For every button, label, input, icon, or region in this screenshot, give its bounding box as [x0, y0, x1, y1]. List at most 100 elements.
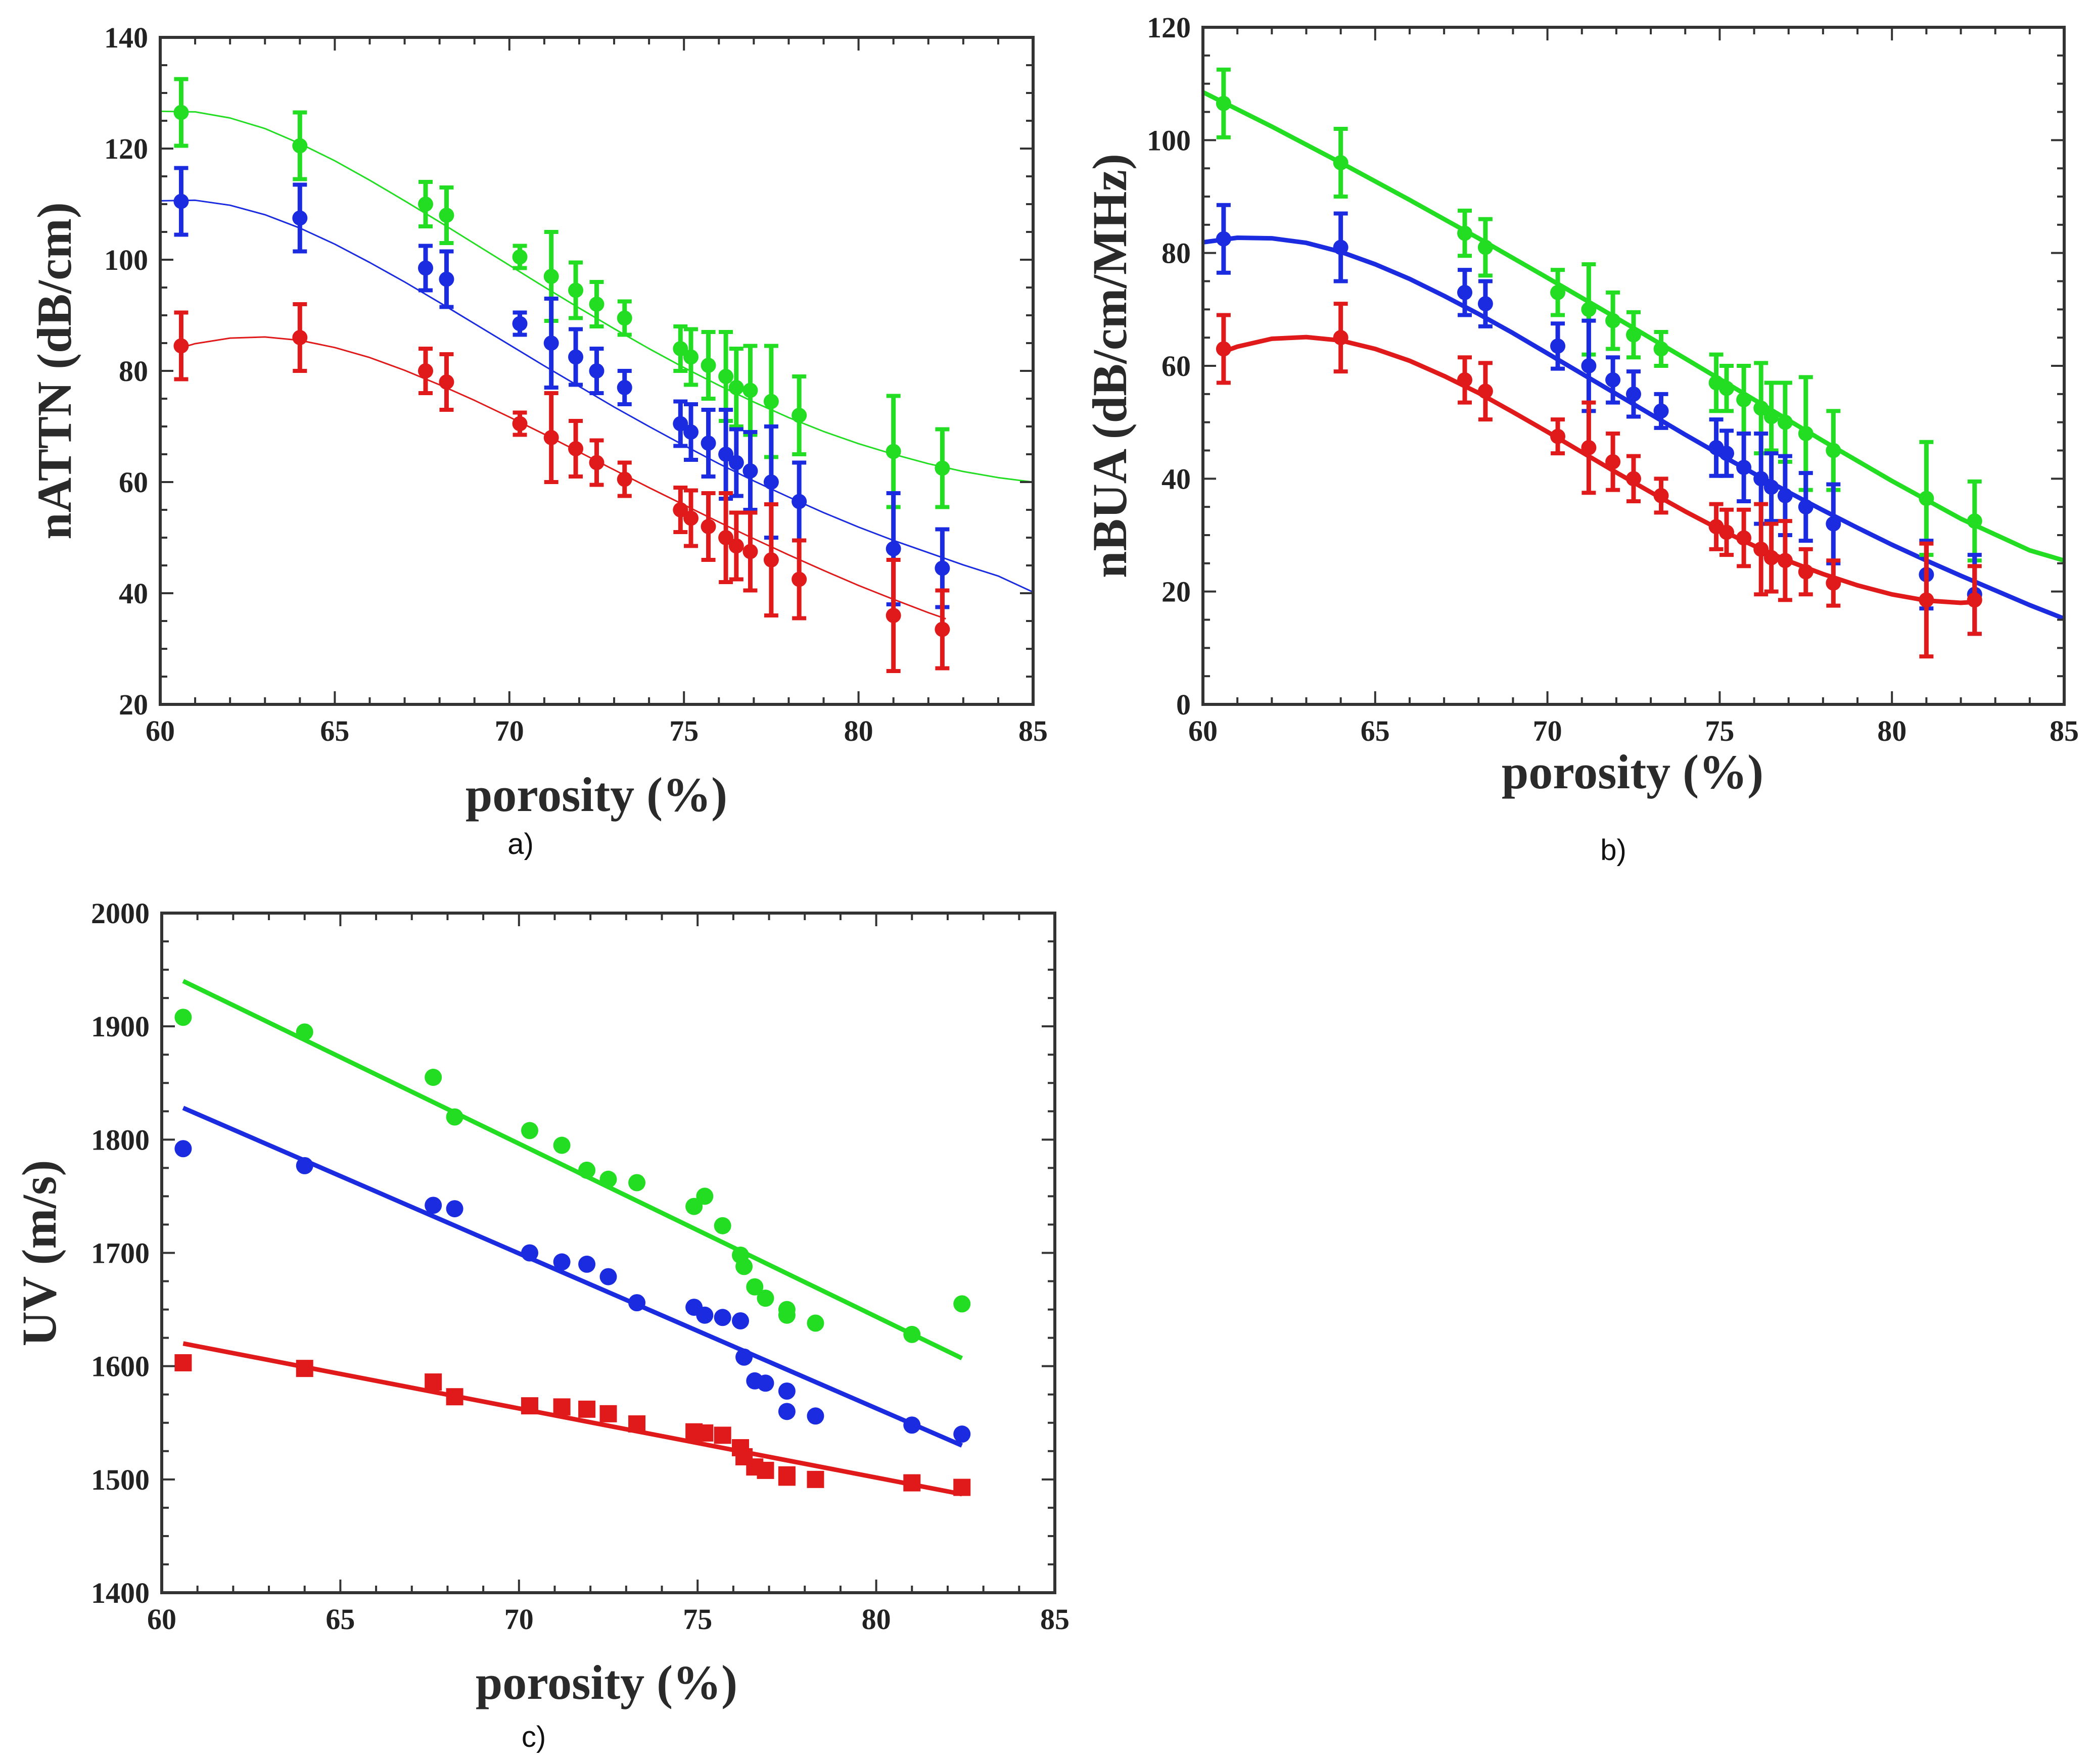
- panel-c-blue-point: [174, 1140, 192, 1158]
- panel-a-red-point: [543, 430, 559, 445]
- panel-a-red-point: [589, 455, 604, 470]
- panel-a-green-point: [173, 105, 189, 120]
- panel-a-red-point: [292, 330, 308, 345]
- panel-a-red-point: [763, 552, 779, 567]
- panel-b-green-point: [1216, 96, 1231, 111]
- panel-c-red-point: [807, 1470, 824, 1488]
- panel-a-blue-point: [418, 260, 434, 276]
- panel-c-red-point: [757, 1461, 774, 1479]
- panel-a-y-tick-label: 40: [119, 577, 148, 610]
- panel-b-blue-point: [1333, 240, 1348, 255]
- panel-a-red-point: [418, 363, 434, 378]
- panel-c-blue-point: [807, 1407, 824, 1425]
- panel-c-blue-point: [628, 1294, 646, 1312]
- panel-b-green-point: [1763, 409, 1779, 424]
- panel-a-marks: [160, 77, 1034, 673]
- panel-b-blue-point: [1798, 499, 1813, 515]
- panel-a-x-axis-title: porosity (%): [466, 768, 727, 822]
- panel-b-green-point: [1550, 284, 1566, 300]
- panel-c-green-point: [746, 1278, 764, 1296]
- panel-b-y-tick-label: 40: [1161, 462, 1191, 495]
- panel-a-green-point: [742, 383, 758, 398]
- panel-a-blue-point: [886, 541, 901, 556]
- panel-a-blue-point: [728, 455, 744, 470]
- panel-b-green-point: [1653, 341, 1669, 357]
- panel-a-x-tick-label: 65: [320, 714, 349, 747]
- panel-a-blue-point: [292, 210, 308, 226]
- panel-a-y-tick-label: 60: [119, 466, 148, 499]
- panel-b-y-tick-label: 80: [1161, 237, 1191, 270]
- panel-c-blue-point: [732, 1312, 750, 1329]
- panel-a-red-point: [617, 471, 632, 487]
- panel-c-green-point: [953, 1295, 971, 1313]
- panel-c-marks: [174, 979, 971, 1497]
- panel-b-red-point: [1753, 541, 1769, 557]
- panel-b-red-point: [1550, 428, 1566, 444]
- panel-a-green-point: [728, 380, 744, 395]
- panel-b-red-point: [1798, 564, 1813, 580]
- panel-c-blue-point: [757, 1374, 774, 1392]
- panel-a-blue-point: [617, 380, 632, 395]
- panel-a-red-point: [886, 608, 901, 623]
- panel-b-red-point: [1477, 384, 1493, 399]
- panel-b-blue-point: [1605, 372, 1621, 388]
- panel-b-green-point: [1477, 240, 1493, 255]
- panel-a-y-tick-label: 120: [104, 132, 148, 165]
- panel-a-red-point: [742, 544, 758, 559]
- panel-c-green-point: [757, 1290, 774, 1307]
- panel-a-x-tick-label: 85: [1018, 714, 1048, 747]
- panel-c-red-point: [903, 1474, 921, 1492]
- panel-c-green-point: [446, 1108, 463, 1126]
- panel-b-x-axis-title: porosity (%): [1502, 745, 1763, 799]
- panel-c-green-point: [778, 1306, 796, 1324]
- panel-c-green-point: [714, 1217, 731, 1234]
- panel-c-green-fit-line: [182, 979, 963, 1361]
- panel-b-red-point: [1919, 592, 1934, 608]
- panel-b-blue-point: [1777, 488, 1793, 503]
- panel-a-red-point: [728, 538, 744, 554]
- panel-c-x-tick-label: 85: [1040, 1603, 1069, 1636]
- panel-b-marks: [1201, 67, 2065, 659]
- panel-c-red-point: [628, 1415, 646, 1433]
- panel-b-y-axis-title: nBUA (dB/cm/MHz): [1083, 154, 1137, 578]
- panel-a-blue-point: [173, 194, 189, 209]
- panel-c-x-tick-label: 75: [683, 1603, 712, 1636]
- panel-b-red-point: [1719, 525, 1735, 540]
- panel-b-red-point: [1581, 440, 1597, 455]
- panel-a-green-point: [589, 297, 604, 312]
- panel-a-y-tick-label: 80: [119, 355, 148, 388]
- panel-b-ticks: 60 65 70 75 80 85 0 20 40 60 80 100 120: [1147, 11, 2079, 747]
- panel-c-blue-point: [599, 1268, 617, 1285]
- panel-b-x-tick-label: 60: [1188, 714, 1218, 747]
- panel-a-blue-point: [683, 424, 699, 440]
- panel-a-red-point: [673, 502, 688, 517]
- panel-c-green-point: [696, 1187, 714, 1205]
- panel-a-blue-point: [763, 474, 779, 490]
- panel-a-red-point: [935, 622, 950, 637]
- panel-c-green-point: [628, 1174, 646, 1191]
- panel-b-green-point: [1777, 414, 1793, 430]
- panel-b-green-point: [1919, 491, 1934, 506]
- panel-c-red-point: [174, 1354, 192, 1371]
- panel-a-x-tick-label: 75: [669, 714, 699, 747]
- panel-b-red-point: [1605, 454, 1621, 469]
- panel-a-blue-point: [701, 436, 716, 451]
- panel-a-green-point: [568, 282, 584, 298]
- panel-b-red-point: [1216, 341, 1231, 357]
- panel-c-y-tick-label: 2000: [91, 897, 150, 930]
- panel-c-blue-point: [696, 1306, 714, 1324]
- panel-b-green-point: [1826, 443, 1841, 458]
- panel-c-red-point: [778, 1468, 796, 1486]
- panel-b-green-point: [1736, 392, 1752, 407]
- panel-c-y-axis-title: UV (m/s): [12, 1160, 66, 1347]
- panel-a-blue-fit-line: [160, 199, 1034, 593]
- panel-c-red-point: [521, 1397, 539, 1415]
- panel-b-y-tick-label: 120: [1147, 11, 1191, 44]
- panel-c-green-point: [521, 1122, 539, 1139]
- panel-b-blue-point: [1653, 403, 1669, 419]
- panel-a-blue-point: [589, 363, 604, 378]
- panel-c-green-point: [903, 1325, 921, 1343]
- panel-c-blue-point: [903, 1416, 921, 1434]
- panel-a-blue-point: [935, 560, 950, 576]
- panel-a-blue-point: [718, 447, 734, 462]
